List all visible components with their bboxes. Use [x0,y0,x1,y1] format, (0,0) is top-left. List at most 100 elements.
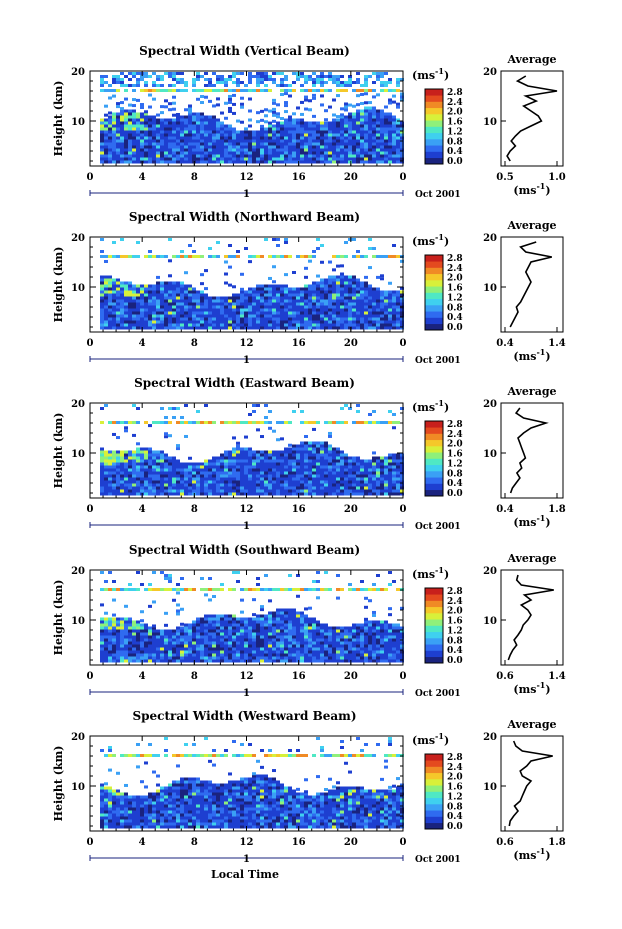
heatmap-cell [384,160,388,164]
heatmap-cell [112,492,116,496]
heatmap-cell [176,583,180,586]
heatmap-cell [396,127,400,131]
heatmap-cell [176,629,180,633]
heatmap-cell [400,259,404,263]
heatmap-cell [236,154,240,158]
heatmap-cell [324,474,328,478]
heatmap-cell [196,296,200,300]
heatmap-cell [284,154,288,158]
heatmap-cell [168,139,172,143]
heatmap-cell [168,456,172,460]
heatmap-cell [108,323,112,327]
heatmap-cell [396,320,400,324]
heatmap-cell [132,453,136,457]
heatmap-cell [264,311,268,315]
heatmap-cell [100,632,104,636]
heatmap-cell [372,465,376,469]
heatmap-cell [320,296,324,300]
heatmap-cell [304,492,308,496]
heatmap-cell [356,127,360,131]
heatmap-cell [172,416,176,419]
heatmap-cell [264,139,268,143]
heatmap-cell [184,641,188,645]
heatmap-cell [220,632,224,636]
heatmap-cell [224,421,228,424]
heatmap-cell [112,629,116,633]
heatmap-cell [164,435,168,439]
heatmap-cell [144,124,148,128]
heatmap-cell [152,465,156,469]
heatmap-cell [344,145,348,149]
heatmap-cell [344,296,348,300]
heatmap-cell [304,326,308,330]
heatmap-cell [280,157,284,161]
heatmap-cell [172,635,176,639]
heatmap-cell [288,293,292,297]
heatmap-cell [324,462,328,466]
heatmap-cell [176,142,180,146]
heatmap-cell [160,638,164,642]
heatmap-cell [352,421,356,424]
heatmap-cell [120,635,124,639]
heatmap-cell [196,617,200,621]
heatmap-cell [300,287,304,291]
heatmap-cell [264,130,268,134]
heatmap-cell [140,293,144,297]
heatmap-cell [120,115,124,119]
heatmap-cell [368,148,372,152]
heatmap-cell [124,115,128,119]
heatmap-cell [252,287,256,291]
heatmap-cell [128,314,132,318]
heatmap-cell [276,136,280,140]
heatmap-cell [188,308,192,312]
heatmap-cell [168,274,172,278]
heatmap-cell [300,148,304,152]
heatmap-cell [184,296,188,300]
heatmap-cell [256,157,260,161]
heatmap-cell [396,154,400,158]
heatmap-cell [280,93,284,97]
heatmap-cell [292,142,296,146]
heatmap-cell [168,320,172,324]
heatmap-cell [356,296,360,300]
heatmap-cell [284,287,288,291]
heatmap-cell [312,293,316,297]
heatmap-cell [112,142,116,146]
heatmap-cell [156,323,160,327]
heatmap-cell [128,456,132,460]
heatmap-cell [316,81,320,84]
heatmap-cell [304,459,308,463]
heatmap-cell [264,486,268,490]
heatmap-cell [316,154,320,158]
heatmap-cell [376,118,380,122]
heatmap-cell [224,299,228,303]
heatmap-cell [340,113,344,117]
heatmap-cell [364,320,368,324]
heatmap-cell [304,136,308,140]
heatmap-cell [340,471,344,475]
heatmap-cell [164,296,168,300]
heatmap-cell [104,650,108,654]
heatmap-cell [376,139,380,143]
heatmap-cell [372,133,376,137]
heatmap-cell [372,247,376,250]
heatmap-cell [324,441,328,445]
heatmap-cell [164,456,168,460]
heatmap-cell [152,308,156,312]
heatmap-cell [320,148,324,152]
heatmap-cell [308,320,312,324]
heatmap-cell [308,121,312,125]
heatmap-cell [360,89,364,92]
heatmap-cell [176,299,180,303]
heatmap-cell [276,465,280,469]
heatmap-cell [256,293,260,297]
heatmap-cell [116,486,120,490]
heatmap-cell [260,480,264,484]
heatmap-cell [312,124,316,128]
heatmap-cell [372,160,376,164]
heatmap-cell [172,151,176,155]
heatmap-cell [228,421,232,424]
heatmap-cell [392,462,396,466]
heatmap-cell [232,623,236,627]
heatmap-cell [196,468,200,472]
